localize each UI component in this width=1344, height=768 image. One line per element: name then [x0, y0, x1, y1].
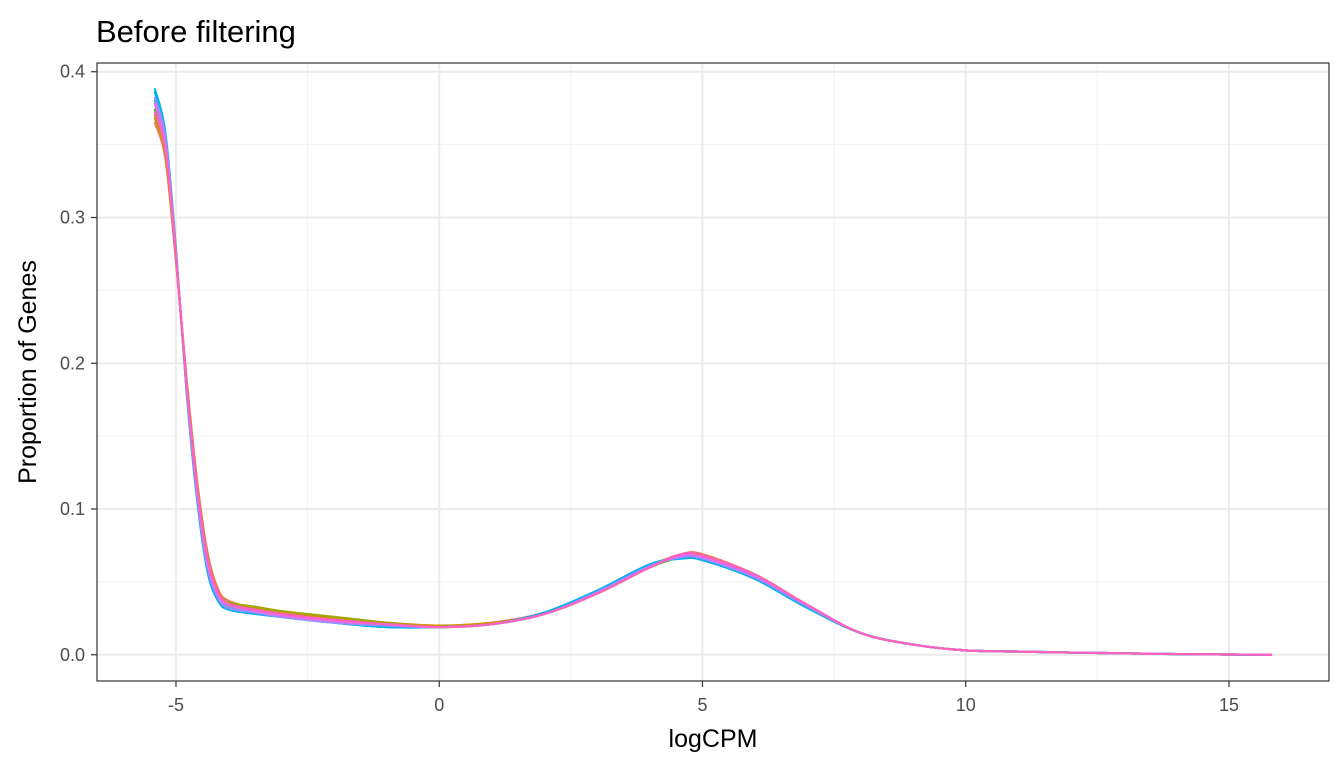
- y-tick-label: 0.0: [60, 645, 85, 665]
- x-tick-label: 10: [956, 695, 976, 715]
- density-line-3: [153, 114, 1273, 656]
- x-axis-title: logCPM: [669, 725, 758, 753]
- density-line-7: [153, 91, 1273, 656]
- density-line-1: [153, 121, 1273, 656]
- y-tick-label: 0.4: [60, 62, 85, 82]
- y-axis-title: Proportion of Genes: [14, 260, 42, 484]
- series-layer: [153, 88, 1273, 656]
- minor-grid: [97, 63, 1329, 681]
- y-axis: 0.0 0.1 0.2 0.3 0.4: [60, 62, 97, 665]
- y-tick-label: 0.1: [60, 499, 85, 519]
- x-tick-label: -5: [168, 695, 184, 715]
- x-axis: -5 0 5 10 15: [168, 681, 1239, 715]
- density-line-8: [153, 96, 1273, 656]
- density-line-9: [153, 102, 1273, 656]
- density-line-6: [153, 88, 1273, 656]
- plot-panel: [96, 62, 1330, 682]
- chart-title: Before filtering: [96, 14, 296, 49]
- x-tick-label: 15: [1219, 695, 1239, 715]
- density-line-10: [153, 111, 1273, 656]
- x-tick-label: 5: [697, 695, 707, 715]
- y-tick-label: 0.2: [60, 353, 85, 373]
- density-line-5: [153, 99, 1273, 656]
- y-tick-label: 0.3: [60, 208, 85, 228]
- major-grid: [97, 63, 1329, 681]
- density-line-2: [153, 117, 1273, 656]
- density-line-4: [153, 108, 1273, 656]
- x-tick-label: 0: [434, 695, 444, 715]
